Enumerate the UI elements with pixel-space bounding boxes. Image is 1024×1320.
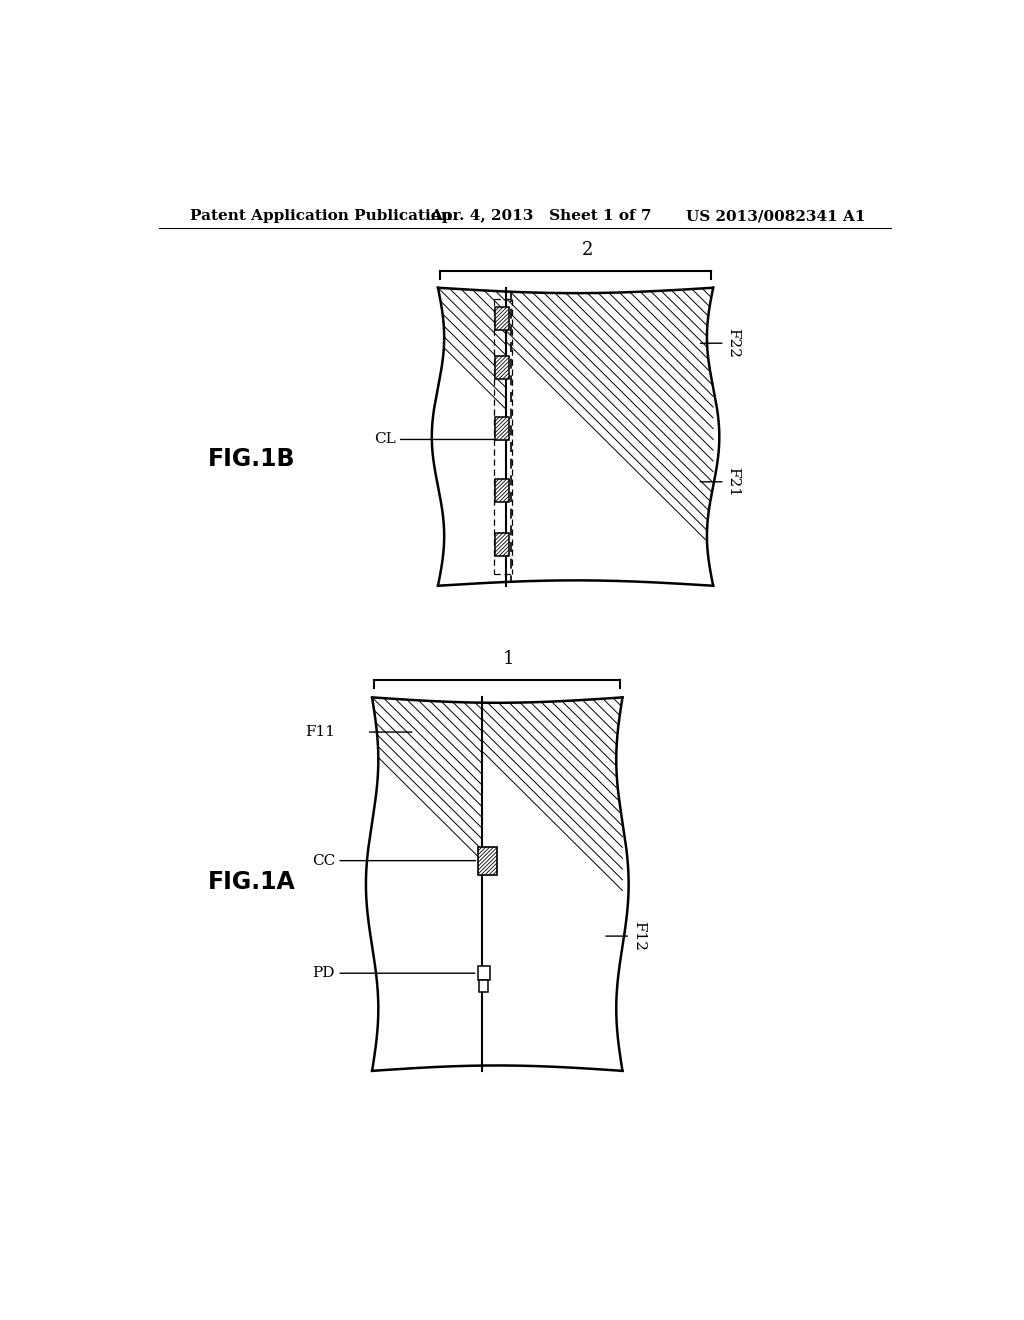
Text: FIG.1A: FIG.1A xyxy=(208,870,296,894)
Text: F21: F21 xyxy=(726,467,740,496)
Bar xyxy=(477,966,490,981)
Bar xyxy=(478,847,497,875)
Text: CC: CC xyxy=(311,854,335,867)
Text: CL: CL xyxy=(375,433,396,446)
Polygon shape xyxy=(415,284,444,590)
Bar xyxy=(496,417,509,441)
Text: 2: 2 xyxy=(582,240,593,259)
Text: Patent Application Publication: Patent Application Publication xyxy=(190,209,452,223)
Polygon shape xyxy=(369,675,627,702)
Text: Apr. 4, 2013   Sheet 1 of 7: Apr. 4, 2013 Sheet 1 of 7 xyxy=(430,209,651,223)
Polygon shape xyxy=(434,264,717,293)
Bar xyxy=(372,697,623,1071)
Polygon shape xyxy=(349,693,378,1074)
Polygon shape xyxy=(707,284,736,590)
Polygon shape xyxy=(369,1065,627,1094)
Text: F22: F22 xyxy=(726,329,740,358)
Text: F12: F12 xyxy=(632,921,646,952)
Bar xyxy=(496,532,509,556)
Text: FIG.1B: FIG.1B xyxy=(208,446,296,471)
Bar xyxy=(496,479,509,502)
Text: F11: F11 xyxy=(305,725,335,739)
Text: US 2013/0082341 A1: US 2013/0082341 A1 xyxy=(686,209,865,223)
Bar xyxy=(438,288,713,586)
Bar xyxy=(496,355,509,379)
Polygon shape xyxy=(616,693,646,1074)
Text: PD: PD xyxy=(311,966,334,981)
Text: 1: 1 xyxy=(503,651,515,668)
Bar xyxy=(479,981,488,993)
Polygon shape xyxy=(434,581,717,609)
Bar xyxy=(496,308,509,330)
